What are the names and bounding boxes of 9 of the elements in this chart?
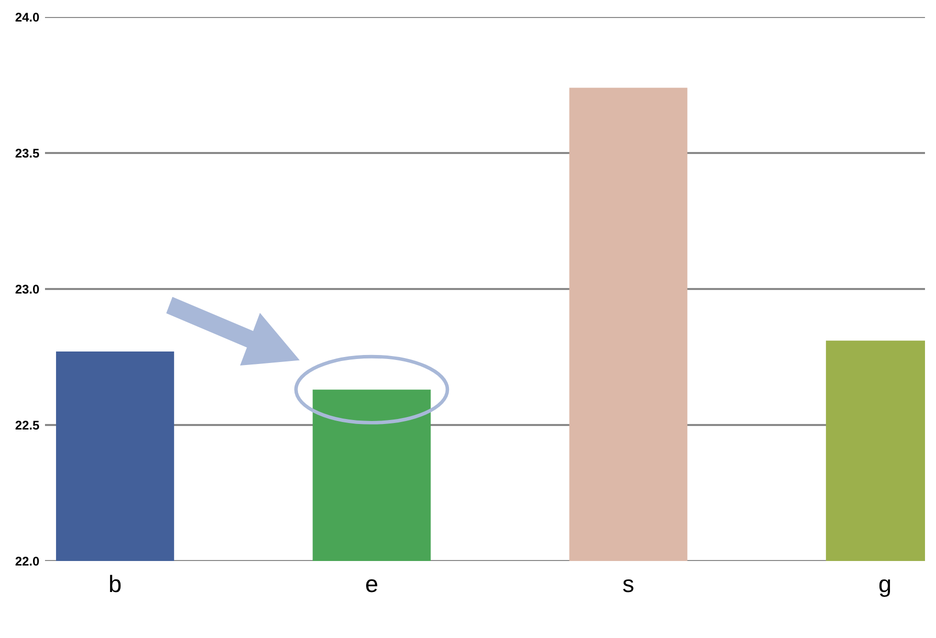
x-tick-label: b	[110, 574, 121, 592]
x-tick-label: e	[366, 579, 378, 592]
y-tick-label: 24.0	[16, 12, 39, 22]
x-tick-label: s	[623, 579, 634, 592]
y-tick-label: 23.0	[16, 284, 39, 294]
y-tick-label: 22.5	[16, 420, 40, 430]
y-tick-label: 23.5	[16, 148, 40, 158]
x-tick-label: g	[879, 579, 890, 597]
y-tick-label: 22.0	[16, 556, 39, 566]
